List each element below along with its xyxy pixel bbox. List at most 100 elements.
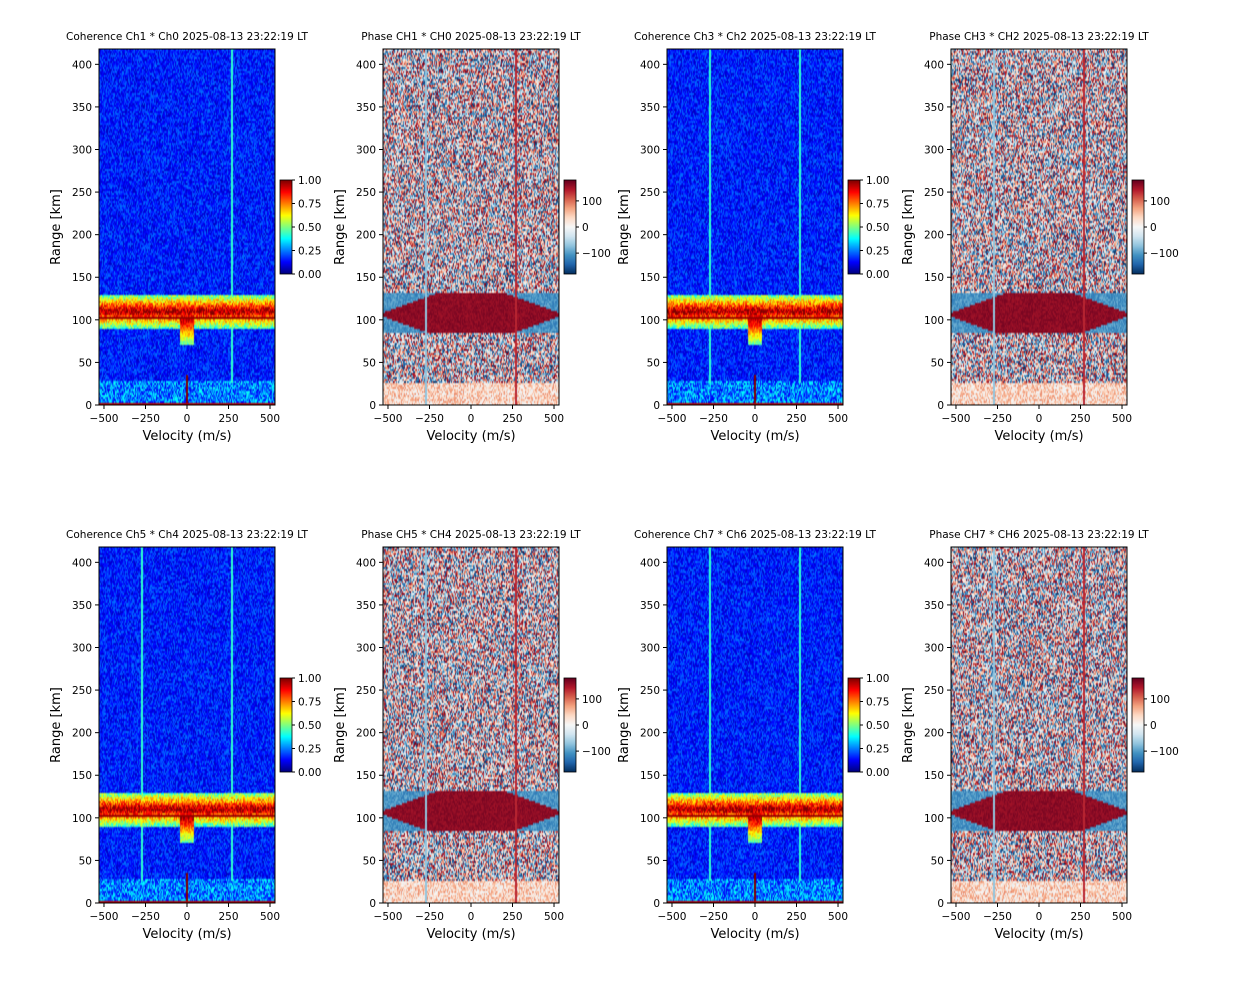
colorbar — [1132, 180, 1144, 274]
y-tick-label: 100 — [72, 315, 92, 327]
x-tick-label: −500 — [374, 413, 403, 425]
x-tick-label: 250 — [1070, 413, 1090, 425]
x-tick-label: −250 — [131, 413, 160, 425]
y-tick-label: 150 — [640, 770, 660, 782]
y-tick-label: 0 — [369, 400, 376, 412]
colorbar-tick-label: −100 — [1150, 248, 1179, 260]
y-tick-label: 400 — [356, 59, 376, 71]
y-tick-label: 0 — [653, 898, 660, 910]
y-tick-label: 0 — [937, 400, 944, 412]
colorbar-tick-label: 0.75 — [866, 697, 889, 709]
y-tick-label: 400 — [640, 557, 660, 569]
x-tick-label: −500 — [658, 911, 687, 923]
colorbar-tick-label: 0 — [582, 222, 589, 234]
panel-title: Phase CH5 * CH4 2025-08-13 23:22:19 LT — [361, 529, 581, 541]
y-tick-label: 150 — [924, 272, 944, 284]
y-tick-label: 0 — [653, 400, 660, 412]
y-tick-label: 250 — [640, 187, 660, 199]
y-tick-label: 250 — [924, 187, 944, 199]
y-tick-label: 300 — [640, 144, 660, 156]
y-tick-label: 350 — [72, 600, 92, 612]
heatmap-image — [383, 49, 559, 405]
colorbar-tick-label: 0.25 — [298, 744, 321, 756]
x-tick-label: 0 — [1036, 911, 1043, 923]
colorbar-tick-label: −100 — [1150, 746, 1179, 758]
y-tick-label: 0 — [85, 898, 92, 910]
heatmap-image — [951, 49, 1127, 405]
y-tick-label: 0 — [85, 400, 92, 412]
colorbar-tick-label: 0.75 — [298, 199, 321, 211]
heatmap-image — [667, 49, 843, 405]
y-axis-label: Range [km] — [901, 687, 916, 763]
y-tick-label: 150 — [640, 272, 660, 284]
panel-title: Phase CH7 * CH6 2025-08-13 23:22:19 LT — [929, 529, 1149, 541]
colorbar-tick-label: 0.00 — [298, 269, 321, 281]
panel-7: Coherence Ch7 * Ch6 2025-08-13 23:22:19 … — [617, 529, 889, 942]
y-axis-label: Range [km] — [49, 189, 64, 265]
y-tick-label: 150 — [72, 272, 92, 284]
y-tick-label: 300 — [356, 642, 376, 654]
colorbar-tick-label: 1.00 — [866, 175, 889, 187]
x-tick-label: 500 — [828, 911, 848, 923]
y-tick-label: 200 — [924, 230, 944, 242]
y-tick-label: 100 — [72, 813, 92, 825]
colorbar-tick-label: 0 — [582, 720, 589, 732]
x-axis-label: Velocity (m/s) — [426, 429, 515, 444]
y-tick-label: 100 — [356, 315, 376, 327]
y-tick-label: 50 — [363, 855, 376, 867]
y-tick-label: 150 — [356, 770, 376, 782]
colorbar-tick-label: 0.50 — [298, 222, 321, 234]
y-tick-label: 250 — [924, 685, 944, 697]
x-tick-label: 250 — [786, 911, 806, 923]
y-tick-label: 350 — [356, 102, 376, 114]
colorbar-tick-label: 0.50 — [866, 222, 889, 234]
y-tick-label: 350 — [640, 102, 660, 114]
panel-1: Coherence Ch1 * Ch0 2025-08-13 23:22:19 … — [49, 31, 321, 444]
y-tick-label: 400 — [924, 557, 944, 569]
heatmap-image — [951, 547, 1127, 903]
y-tick-label: 400 — [72, 557, 92, 569]
y-tick-label: 250 — [356, 187, 376, 199]
x-tick-label: 0 — [184, 911, 191, 923]
y-tick-label: 0 — [937, 898, 944, 910]
y-tick-label: 200 — [356, 230, 376, 242]
y-tick-label: 200 — [72, 230, 92, 242]
colorbar — [564, 678, 576, 772]
y-tick-label: 250 — [72, 187, 92, 199]
x-tick-label: −500 — [942, 911, 971, 923]
x-tick-label: 250 — [786, 413, 806, 425]
y-tick-label: 50 — [647, 855, 660, 867]
y-tick-label: 50 — [931, 357, 944, 369]
colorbar — [1132, 678, 1144, 772]
colorbar-tick-label: 0.50 — [298, 720, 321, 732]
colorbar-tick-label: 1.00 — [866, 673, 889, 685]
colorbar-tick-label: 100 — [582, 196, 602, 208]
panel-title: Coherence Ch1 * Ch0 2025-08-13 23:22:19 … — [66, 31, 308, 43]
x-tick-label: 250 — [1070, 911, 1090, 923]
y-tick-label: 350 — [356, 600, 376, 612]
x-tick-label: 0 — [752, 413, 759, 425]
y-tick-label: 150 — [72, 770, 92, 782]
x-tick-label: 250 — [502, 911, 522, 923]
colorbar-tick-label: −100 — [582, 746, 611, 758]
y-tick-label: 200 — [640, 728, 660, 740]
colorbar-tick-label: 0.25 — [866, 744, 889, 756]
y-tick-label: 400 — [72, 59, 92, 71]
colorbar — [848, 180, 860, 274]
colorbar — [280, 180, 292, 274]
colorbar — [280, 678, 292, 772]
colorbar-tick-label: 0.75 — [866, 199, 889, 211]
panel-title: Coherence Ch5 * Ch4 2025-08-13 23:22:19 … — [66, 529, 308, 541]
panel-title: Coherence Ch7 * Ch6 2025-08-13 23:22:19 … — [634, 529, 876, 541]
colorbar-tick-label: 0.25 — [866, 246, 889, 258]
y-tick-label: 100 — [640, 315, 660, 327]
x-tick-label: 500 — [260, 413, 280, 425]
x-tick-label: 250 — [218, 911, 238, 923]
x-tick-label: −500 — [90, 413, 119, 425]
y-tick-label: 350 — [924, 102, 944, 114]
heatmap-image — [667, 547, 843, 903]
x-tick-label: −500 — [658, 413, 687, 425]
y-tick-label: 200 — [924, 728, 944, 740]
x-tick-label: 250 — [502, 413, 522, 425]
